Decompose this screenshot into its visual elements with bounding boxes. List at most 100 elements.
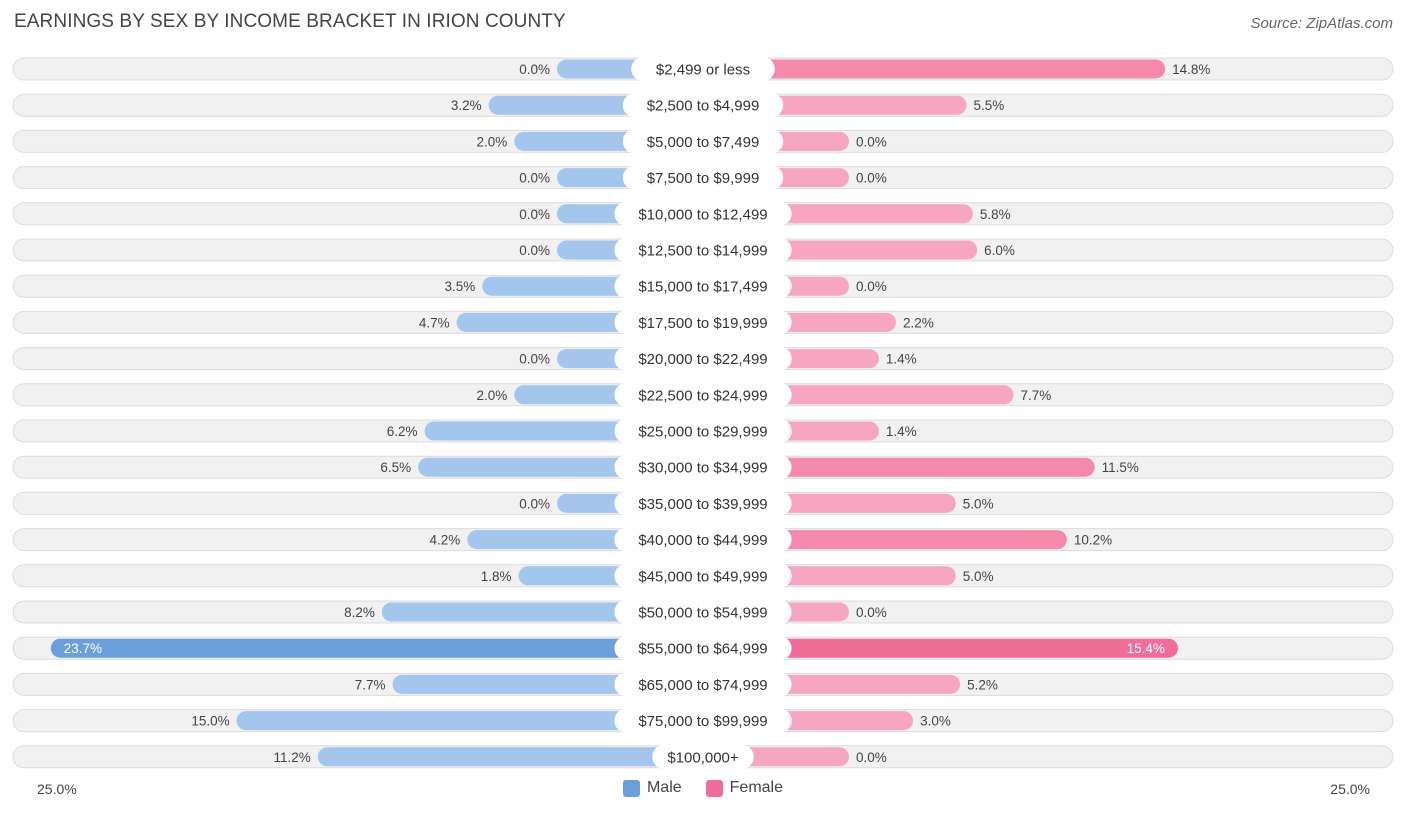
axis-left-label: 25.0% bbox=[37, 781, 77, 797]
row-10-000-to-12-499: $10,000 to $12,499 0.0% 5.8% bbox=[12, 201, 1394, 226]
legend: Male Female bbox=[0, 779, 1406, 797]
bar-male-100-000 bbox=[317, 747, 703, 767]
category-label-2-500-to-4-999: $2,500 to $4,999 bbox=[647, 98, 760, 115]
axis-right-label: 25.0% bbox=[1330, 781, 1370, 797]
category-label-75-000-to-99-999: $75,000 to $99,999 bbox=[638, 713, 767, 730]
category-label-10-000-to-12-499: $10,000 to $12,499 bbox=[638, 206, 767, 223]
category-label-45-000-to-49-999: $45,000 to $49,999 bbox=[638, 568, 767, 585]
value-label-male-45-000-to-49-999: 1.8% bbox=[481, 569, 512, 584]
value-label-male-10-000-to-12-499: 0.0% bbox=[519, 207, 550, 222]
value-label-female-2-500-to-4-999: 5.5% bbox=[973, 98, 1004, 113]
category-pill bbox=[614, 419, 792, 443]
value-label-female-15-000-to-17-499: 0.0% bbox=[856, 279, 887, 294]
category-pill bbox=[614, 274, 792, 299]
category-pill bbox=[614, 455, 792, 480]
category-label-15-000-to-17-499: $15,000 to $17,499 bbox=[638, 279, 767, 296]
category-pill bbox=[631, 57, 775, 81]
row-65-000-to-74-999: $65,000 to $74,999 7.7% 5.2% bbox=[12, 672, 1394, 697]
category-label-55-000-to-64-999: $55,000 to $64,999 bbox=[638, 641, 767, 658]
value-label-female-40-000-to-44-999: 10.2% bbox=[1074, 533, 1112, 548]
legend-item-female[interactable]: Female bbox=[705, 779, 784, 797]
category-pill bbox=[614, 708, 792, 733]
category-label-25-000-to-29-999: $25,000 to $29,999 bbox=[638, 424, 767, 441]
value-label-female-17-500-to-19-999: 2.2% bbox=[903, 315, 934, 330]
row-55-000-to-64-999: $55,000 to $64,999 23.7% 15.4% bbox=[12, 636, 1394, 661]
row-22-500-to-24-999: $22,500 to $24,999 2.0% 7.7% bbox=[12, 382, 1394, 407]
category-pill bbox=[652, 744, 754, 769]
value-label-female-55-000-to-64-999: 15.4% bbox=[1127, 641, 1165, 656]
category-label-12-500-to-14-999: $12,500 to $14,999 bbox=[638, 243, 767, 260]
bar-female-55-000-to-64-999 bbox=[703, 638, 1178, 658]
value-label-female-35-000-to-39-999: 5.0% bbox=[963, 496, 994, 511]
legend-label-female: Female bbox=[729, 779, 784, 796]
category-label-40-000-to-44-999: $40,000 to $44,999 bbox=[638, 532, 767, 549]
category-label-30-000-to-34-999: $30,000 to $34,999 bbox=[638, 460, 767, 477]
value-label-male-12-500-to-14-999: 0.0% bbox=[519, 243, 550, 258]
row-100-000: $100,000+ 11.2% 0.0% bbox=[12, 744, 1394, 769]
bar-female-40-000-to-44-999 bbox=[703, 530, 1067, 550]
category-label-22-500-to-24-999: $22,500 to $24,999 bbox=[638, 387, 767, 404]
category-pill bbox=[614, 238, 792, 262]
category-pill bbox=[614, 636, 792, 661]
value-label-male-50-000-to-54-999: 8.2% bbox=[344, 605, 375, 620]
row-2-499-or-less: $2,499 or less 0.0% 14.8% bbox=[12, 57, 1394, 81]
value-label-male-2-499-or-less: 0.0% bbox=[519, 62, 550, 77]
value-label-male-30-000-to-34-999: 6.5% bbox=[380, 460, 411, 475]
bar-female-30-000-to-34-999 bbox=[703, 457, 1095, 477]
value-label-female-45-000-to-49-999: 5.0% bbox=[963, 569, 994, 584]
row-35-000-to-39-999: $35,000 to $39,999 0.0% 5.0% bbox=[12, 491, 1394, 516]
value-label-male-25-000-to-29-999: 6.2% bbox=[387, 424, 418, 439]
legend-item-male[interactable]: Male bbox=[622, 779, 682, 797]
value-label-female-65-000-to-74-999: 5.2% bbox=[967, 677, 998, 692]
value-label-male-75-000-to-99-999: 15.0% bbox=[191, 714, 229, 729]
category-pill bbox=[622, 129, 784, 154]
legend-swatch-female bbox=[705, 779, 723, 797]
value-label-female-10-000-to-12-499: 5.8% bbox=[980, 207, 1011, 222]
row-17-500-to-19-999: $17,500 to $19,999 4.7% 2.2% bbox=[12, 310, 1394, 335]
value-label-male-40-000-to-44-999: 4.2% bbox=[430, 533, 461, 548]
value-label-female-30-000-to-34-999: 11.5% bbox=[1102, 460, 1139, 475]
diverging-bar-chart: $2,499 or less 0.0% 14.8% $2,500 to $4,999 3… bbox=[12, 57, 1394, 769]
value-label-male-7-500-to-9-999: 0.0% bbox=[519, 171, 550, 186]
row-20-000-to-22-499: $20,000 to $22,499 0.0% 1.4% bbox=[12, 346, 1394, 371]
row-75-000-to-99-999: $75,000 to $99,999 15.0% 3.0% bbox=[12, 708, 1394, 733]
value-label-male-65-000-to-74-999: 7.7% bbox=[355, 677, 386, 692]
value-label-male-5-000-to-7-499: 2.0% bbox=[476, 134, 507, 149]
row-7-500-to-9-999: $7,500 to $9,999 0.0% 0.0% bbox=[12, 165, 1394, 190]
value-label-female-100-000: 0.0% bbox=[856, 750, 887, 765]
category-pill bbox=[614, 346, 792, 371]
value-label-male-35-000-to-39-999: 0.0% bbox=[519, 496, 550, 511]
row-45-000-to-49-999: $45,000 to $49,999 1.8% 5.0% bbox=[12, 563, 1394, 588]
bar-female-2-499-or-less bbox=[703, 59, 1166, 79]
category-label-100-000: $100,000+ bbox=[667, 749, 739, 766]
bar-male-55-000-to-64-999 bbox=[50, 638, 703, 658]
value-label-female-50-000-to-54-999: 0.0% bbox=[856, 605, 887, 620]
category-pill bbox=[614, 672, 792, 697]
category-label-7-500-to-9-999: $7,500 to $9,999 bbox=[647, 170, 760, 187]
value-label-female-22-500-to-24-999: 7.7% bbox=[1020, 388, 1051, 403]
category-label-20-000-to-22-499: $20,000 to $22,499 bbox=[638, 351, 767, 368]
category-pill bbox=[614, 382, 792, 407]
value-label-male-55-000-to-64-999: 23.7% bbox=[64, 641, 102, 656]
category-pill bbox=[622, 93, 784, 118]
category-label-17-500-to-19-999: $17,500 to $19,999 bbox=[638, 315, 767, 332]
row-2-500-to-4-999: $2,500 to $4,999 3.2% 5.5% bbox=[12, 93, 1394, 118]
row-25-000-to-29-999: $25,000 to $29,999 6.2% 1.4% bbox=[12, 419, 1394, 443]
value-label-female-5-000-to-7-499: 0.0% bbox=[856, 134, 887, 149]
value-label-female-25-000-to-29-999: 1.4% bbox=[886, 424, 917, 439]
category-label-50-000-to-54-999: $50,000 to $54,999 bbox=[638, 605, 767, 622]
value-label-female-2-499-or-less: 14.8% bbox=[1172, 62, 1210, 77]
category-pill bbox=[614, 491, 792, 516]
value-label-female-20-000-to-22-499: 1.4% bbox=[886, 352, 917, 367]
category-pill bbox=[614, 600, 792, 624]
row-12-500-to-14-999: $12,500 to $14,999 0.0% 6.0% bbox=[12, 238, 1394, 262]
category-label-2-499-or-less: $2,499 or less bbox=[656, 62, 750, 79]
legend-label-male: Male bbox=[646, 779, 682, 796]
category-label-5-000-to-7-499: $5,000 to $7,499 bbox=[647, 134, 760, 151]
legend-swatch-male bbox=[622, 779, 640, 797]
category-pill bbox=[614, 527, 792, 552]
category-label-65-000-to-74-999: $65,000 to $74,999 bbox=[638, 677, 767, 694]
category-pill bbox=[614, 563, 792, 588]
value-label-male-100-000: 11.2% bbox=[273, 750, 310, 765]
value-label-female-75-000-to-99-999: 3.0% bbox=[920, 714, 951, 729]
